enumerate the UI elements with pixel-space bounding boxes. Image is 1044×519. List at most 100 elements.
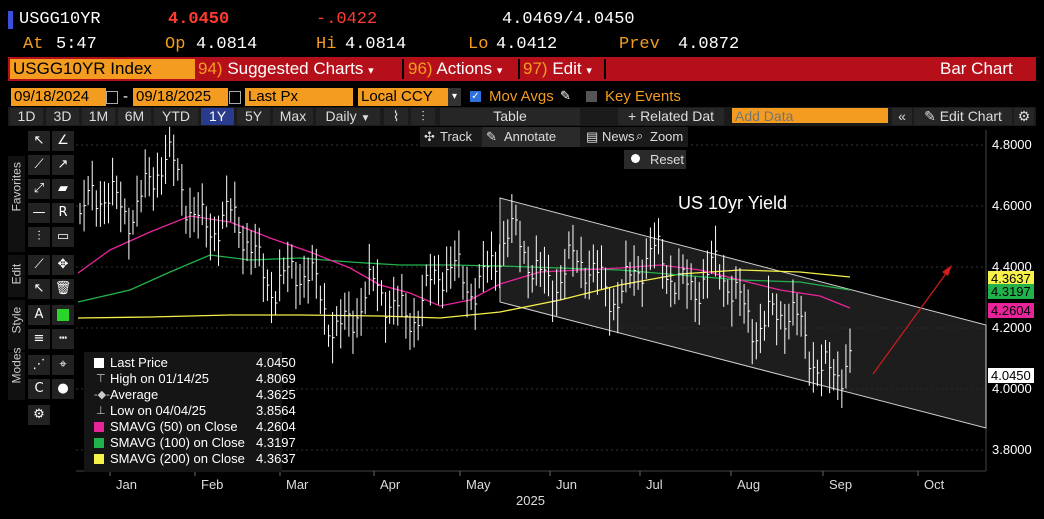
- price-bar: [213, 216, 217, 252]
- period-5y[interactable]: 5Y: [237, 108, 270, 125]
- gear-icon[interactable]: ⚙: [1014, 108, 1034, 125]
- price-bar: [507, 219, 510, 258]
- fib-icon[interactable]: ⫶: [28, 227, 50, 247]
- price-bar: [160, 157, 164, 195]
- collapse-icon[interactable]: «: [892, 108, 912, 125]
- menu-divider: [402, 59, 404, 79]
- price-bar: [849, 328, 852, 373]
- price-bar: [833, 358, 836, 391]
- crosshair-icon[interactable]: ⌖: [52, 355, 74, 375]
- cursor-icon[interactable]: ↖: [28, 131, 50, 151]
- table-button[interactable]: Table: [440, 108, 580, 125]
- frequency-select[interactable]: Daily ▼: [316, 108, 380, 125]
- currency-select[interactable]: Local CCY: [358, 88, 449, 106]
- price-bar: [719, 264, 722, 290]
- price-bar: [572, 224, 575, 277]
- bar-chart-icon[interactable]: ⫶: [411, 108, 435, 125]
- price-bar: [262, 253, 266, 302]
- trash-icon[interactable]: 🗑: [52, 279, 74, 299]
- price-bar: [380, 280, 384, 306]
- horizontal-line-icon[interactable]: —: [28, 203, 50, 223]
- segment-tool-icon[interactable]: ⤢: [28, 179, 50, 199]
- high-label: Hi: [316, 35, 337, 54]
- price-bar: [120, 181, 123, 233]
- move-icon[interactable]: ✥: [52, 255, 74, 275]
- chart-tools: ✣ Track ✎ Annotate ▤ News ⌕ Zoom: [420, 127, 688, 147]
- field-select[interactable]: Last Px: [245, 88, 353, 106]
- period-1d[interactable]: 1D: [10, 108, 43, 125]
- tab-edit[interactable]: Edit: [8, 255, 25, 297]
- key-events-checkbox[interactable]: [586, 91, 597, 102]
- color-swatch-icon[interactable]: [52, 305, 74, 325]
- price-bar: [458, 230, 461, 278]
- reset-button[interactable]: Reset: [624, 150, 686, 169]
- zoom-tool[interactable]: Zoom: [650, 129, 684, 144]
- calendar-icon[interactable]: [106, 91, 118, 104]
- price-bar: [727, 279, 730, 305]
- period-ytd[interactable]: YTD: [154, 108, 198, 125]
- price-bar: [323, 283, 327, 335]
- forecast-arrow-head: [942, 265, 952, 276]
- annotate-tool[interactable]: ✎ Annotate: [482, 127, 580, 147]
- period-3d[interactable]: 3D: [46, 108, 79, 125]
- price-bar: [156, 152, 160, 198]
- edit-menu[interactable]: 97) Edit ▾: [523, 59, 592, 79]
- actions-num: 96): [408, 59, 433, 78]
- text-style-icon[interactable]: A: [28, 305, 50, 325]
- cursor-plus-icon[interactable]: ↖: [28, 279, 50, 299]
- palette-icon[interactable]: ●: [52, 379, 74, 399]
- price-bar: [307, 257, 311, 304]
- track-tool[interactable]: Track: [440, 129, 473, 144]
- x-axis-year: 2025: [516, 493, 545, 508]
- line-width-icon[interactable]: ≡: [28, 329, 50, 349]
- tab-favorites[interactable]: Favorites: [8, 156, 25, 252]
- price-bar: [116, 175, 119, 210]
- legend-sma100: SMAVG (100) on Close 4.3197: [84, 435, 296, 451]
- period-1m[interactable]: 1M: [82, 108, 115, 125]
- period-6m[interactable]: 6M: [118, 108, 151, 125]
- pencil-icon[interactable]: ✎: [560, 88, 571, 103]
- y-tick-label: 4.6000: [992, 198, 1032, 213]
- price-bar: [690, 263, 694, 301]
- end-date-input[interactable]: 09/18/2025: [133, 88, 228, 106]
- chevron-down-icon[interactable]: ▾: [448, 88, 461, 106]
- period-max[interactable]: Max: [273, 108, 313, 125]
- tab-style[interactable]: Style: [8, 300, 25, 350]
- start-date-input[interactable]: 09/18/2024: [11, 88, 106, 106]
- price-bar: [543, 246, 547, 294]
- calendar-icon[interactable]: [229, 91, 241, 104]
- price-bar: [140, 180, 144, 213]
- key-events-label: Key Events: [605, 88, 681, 105]
- magnet-icon[interactable]: C: [28, 379, 50, 399]
- retracement-icon[interactable]: R: [52, 203, 74, 223]
- dotted-line-icon[interactable]: ⋰: [28, 355, 50, 375]
- line-tool-icon[interactable]: ⟋: [28, 155, 50, 175]
- actions-menu[interactable]: 96) Actions ▾: [408, 59, 502, 79]
- security-field[interactable]: USGG10YR Index: [10, 59, 195, 79]
- ray-tool-icon[interactable]: ↗: [52, 155, 74, 175]
- edit-chart-button[interactable]: ✎ Edit Chart: [914, 108, 1012, 125]
- price-bar: [250, 230, 254, 275]
- add-data-input[interactable]: [732, 108, 888, 123]
- line-style-icon[interactable]: ┅: [52, 329, 74, 349]
- price-bar: [609, 287, 612, 336]
- rectangle-icon[interactable]: ▭: [52, 227, 74, 247]
- price-bar: [108, 183, 111, 224]
- price-bar: [385, 292, 388, 343]
- news-tool[interactable]: News: [602, 129, 635, 144]
- line-chart-icon[interactable]: ⌇: [384, 108, 408, 125]
- tab-modes[interactable]: Modes: [8, 347, 25, 400]
- brush-icon[interactable]: ⟋: [28, 255, 50, 275]
- price-bar: [837, 351, 840, 401]
- mov-avgs-checkbox[interactable]: ✓: [470, 91, 481, 102]
- price-bar: [234, 181, 237, 233]
- pen-icon[interactable]: ∠: [52, 131, 74, 151]
- price-bar: [368, 243, 372, 295]
- settings-gear-icon[interactable]: ⚙: [28, 405, 50, 425]
- related-data-button[interactable]: + Related Dat: [618, 108, 724, 125]
- price-bar: [413, 298, 417, 348]
- channel-tool-icon[interactable]: ▰: [52, 179, 74, 199]
- suggested-charts-menu[interactable]: 94) Suggested Charts ▾: [198, 59, 374, 79]
- period-1y[interactable]: 1Y: [201, 108, 234, 125]
